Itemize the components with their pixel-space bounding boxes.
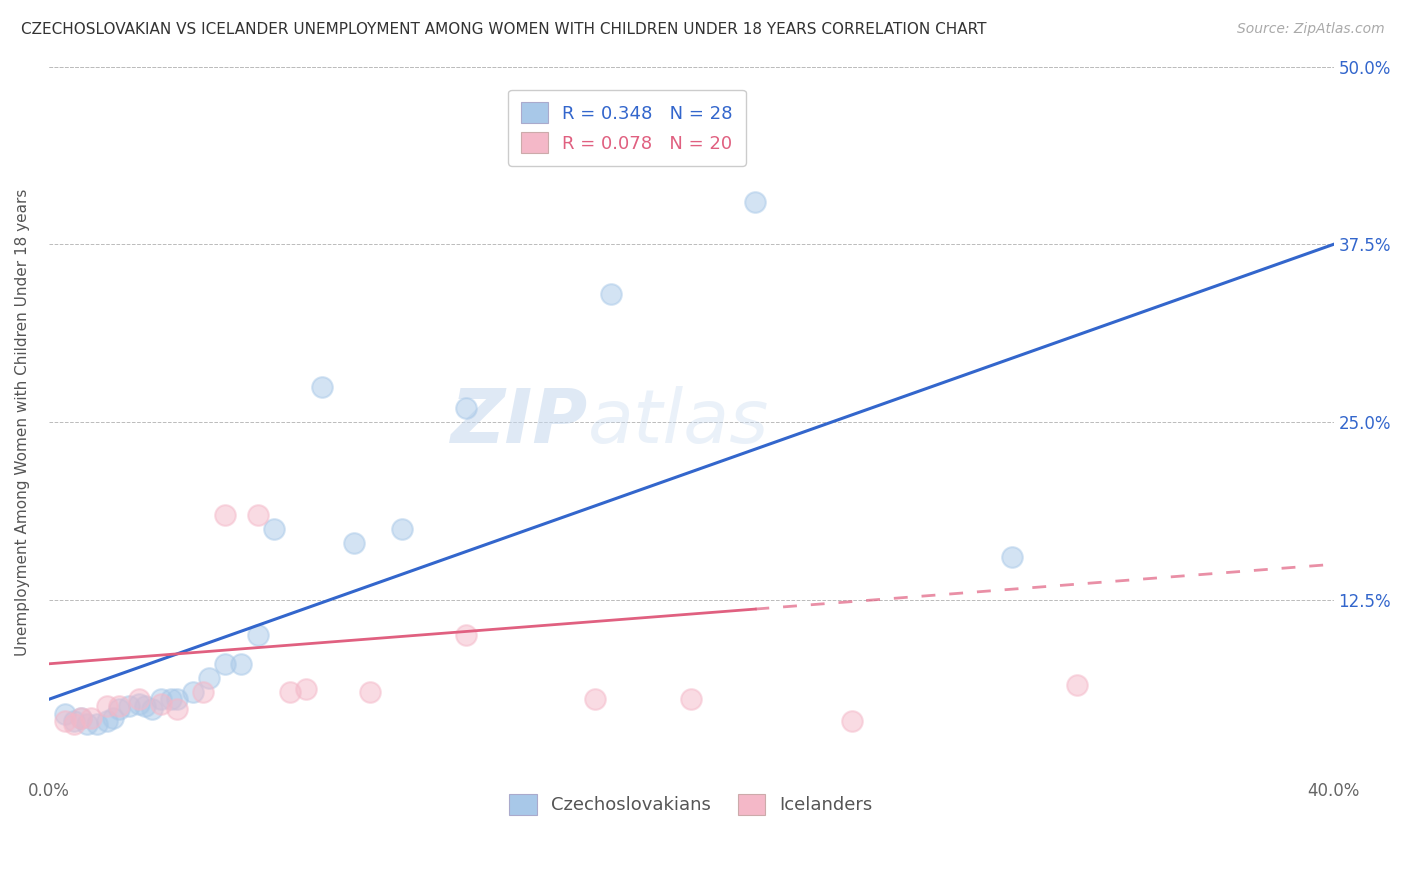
Point	[391, 522, 413, 536]
Point	[456, 628, 478, 642]
Point	[198, 671, 221, 685]
Y-axis label: Unemployment Among Women with Children Under 18 years: Unemployment Among Women with Children U…	[15, 188, 30, 656]
Point	[311, 379, 333, 393]
Point	[214, 508, 236, 522]
Point	[128, 697, 150, 711]
Point	[456, 401, 478, 415]
Point	[181, 685, 204, 699]
Point	[128, 692, 150, 706]
Point	[246, 628, 269, 642]
Point	[1066, 678, 1088, 692]
Point	[53, 714, 76, 728]
Point	[86, 716, 108, 731]
Point	[70, 711, 93, 725]
Point	[101, 711, 124, 725]
Point	[841, 714, 863, 728]
Point	[63, 714, 86, 728]
Point	[166, 702, 188, 716]
Point	[1001, 550, 1024, 565]
Text: ZIP: ZIP	[451, 385, 588, 458]
Point	[134, 699, 156, 714]
Point	[118, 699, 141, 714]
Point	[150, 692, 173, 706]
Point	[76, 716, 98, 731]
Point	[599, 287, 621, 301]
Point	[294, 682, 316, 697]
Point	[150, 697, 173, 711]
Point	[159, 692, 181, 706]
Point	[108, 699, 131, 714]
Point	[214, 657, 236, 671]
Point	[108, 702, 131, 716]
Point	[141, 702, 163, 716]
Point	[681, 692, 703, 706]
Point	[70, 711, 93, 725]
Text: atlas: atlas	[588, 386, 769, 458]
Point	[166, 692, 188, 706]
Point	[79, 711, 101, 725]
Text: Source: ZipAtlas.com: Source: ZipAtlas.com	[1237, 22, 1385, 37]
Point	[744, 194, 766, 209]
Point	[583, 692, 606, 706]
Point	[263, 522, 285, 536]
Point	[246, 508, 269, 522]
Point	[63, 716, 86, 731]
Point	[191, 685, 214, 699]
Point	[231, 657, 253, 671]
Point	[96, 714, 118, 728]
Point	[343, 536, 366, 550]
Text: CZECHOSLOVAKIAN VS ICELANDER UNEMPLOYMENT AMONG WOMEN WITH CHILDREN UNDER 18 YEA: CZECHOSLOVAKIAN VS ICELANDER UNEMPLOYMEN…	[21, 22, 987, 37]
Point	[96, 699, 118, 714]
Point	[359, 685, 381, 699]
Point	[53, 706, 76, 721]
Point	[278, 685, 301, 699]
Legend: Czechoslovakians, Icelanders: Czechoslovakians, Icelanders	[499, 783, 883, 825]
